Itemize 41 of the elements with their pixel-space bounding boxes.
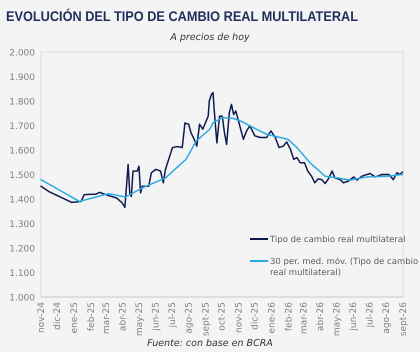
x-tick-label: feb-26: [284, 302, 294, 332]
y-tick-label: 1.900: [9, 73, 36, 83]
x-tick-label: ene-25: [70, 302, 80, 334]
x-tick-label: jul-26: [365, 302, 376, 328]
y-tick-label: 1.500: [9, 171, 36, 181]
x-tick-label: jul-25: [168, 302, 178, 328]
y-tick-label: 1.300: [9, 220, 36, 230]
y-tick-label: 1.400: [9, 196, 36, 206]
x-tick-label: may-25: [134, 302, 145, 336]
x-tick-label: ene-26: [268, 302, 278, 334]
x-tick-label: sept-25: [201, 302, 212, 336]
line-series: [40, 116, 404, 202]
x-tick-label: nov-25: [234, 302, 245, 333]
legend-label: Tipo de cambio real multilateral: [269, 235, 406, 245]
chart-title: EVOLUCIÓN DEL TIPO DE CAMBIO REAL MULTILATERAL: [6, 8, 394, 24]
x-tick-label: oct-25: [218, 302, 228, 331]
x-tick-label: may-26: [332, 302, 342, 336]
x-tick-label: ago-25: [184, 302, 195, 334]
y-tick-label: 1.000: [9, 294, 36, 304]
x-tick-label: sept-26: [399, 302, 409, 336]
y-tick-label: 1.800: [9, 98, 36, 108]
y-tick-label: 1.200: [9, 244, 36, 254]
source-note: Fuente: con base en BCRA: [147, 338, 273, 349]
x-tick-label: abr-26: [316, 302, 326, 332]
x-tick-label: nov-24: [37, 302, 47, 333]
y-tick-label: 2.000: [9, 48, 36, 58]
x-tick-label: mar-25: [102, 302, 112, 334]
y-tick-label: 1.600: [9, 146, 36, 156]
x-tick-label: dic-24: [53, 302, 64, 330]
line-series: [40, 92, 404, 208]
x-tick-label: feb-25: [86, 302, 97, 332]
x-tick-label: dic-25: [250, 302, 261, 330]
x-tick-label: ago-26: [382, 302, 392, 334]
legend-label: 30 per. med. móv. (Tipo de cambio real multilateral): [270, 257, 418, 278]
y-tick-label: 1.700: [9, 122, 36, 132]
x-tick-label: mar-26: [299, 302, 310, 334]
x-tick-label: jun-25: [152, 302, 162, 332]
y-tick-label: 1.100: [9, 269, 36, 279]
x-tick-label: jun-26: [349, 302, 360, 332]
x-tick-label: abr-25: [118, 302, 129, 332]
chart-subtitle: A precios de hoy: [169, 32, 250, 43]
